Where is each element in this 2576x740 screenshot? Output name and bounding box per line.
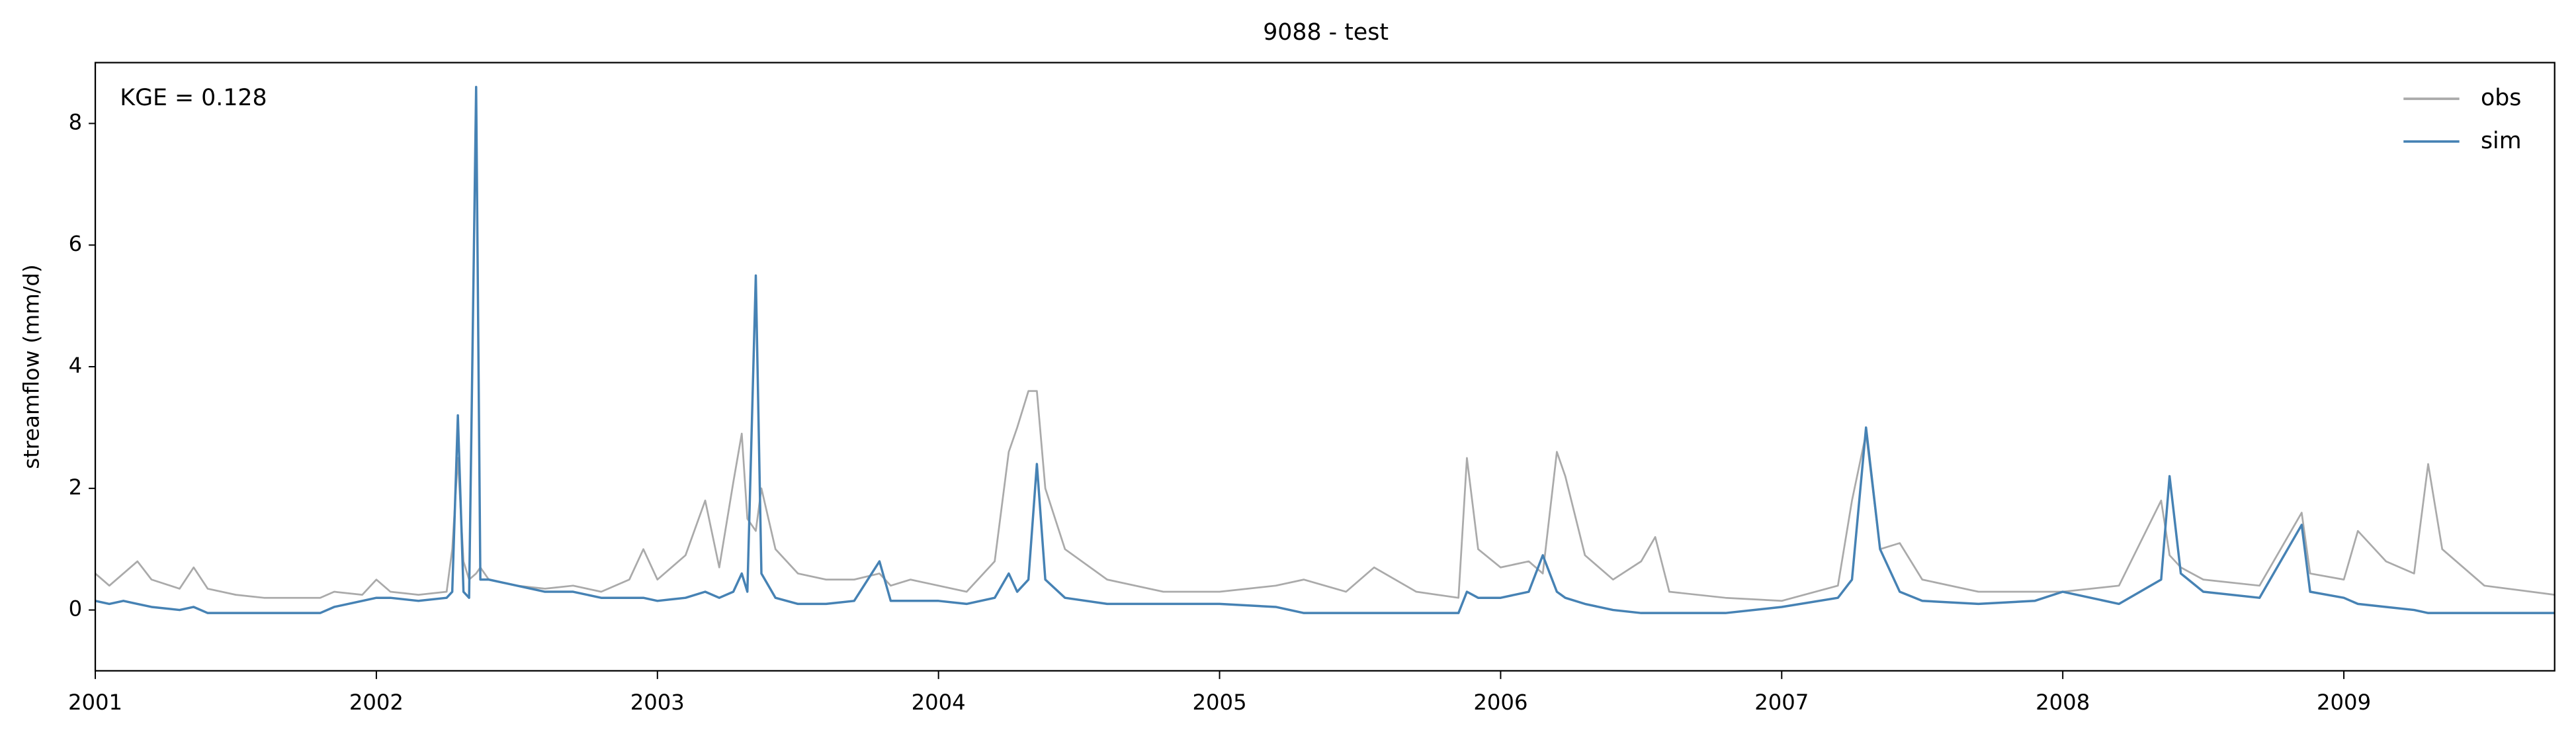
y-tick-label: 0	[69, 596, 83, 622]
chart-title: 9088 - test	[1263, 19, 1389, 46]
y-tick-label: 4	[69, 353, 83, 378]
x-tick-label: 2002	[349, 690, 404, 715]
x-tick-label: 2007	[1754, 690, 1809, 715]
series-line	[95, 390, 2555, 602]
x-tick-label: 2001	[68, 690, 122, 715]
y-tick-label: 2	[69, 475, 83, 500]
x-tick-label: 2006	[1473, 690, 1527, 715]
y-axis-label: streamflow (mm/d)	[19, 264, 44, 469]
y-tick-label: 8	[69, 109, 83, 134]
legend-label: sim	[2481, 128, 2522, 154]
x-tick-label: 2009	[2317, 690, 2371, 715]
plot-frame	[94, 62, 2555, 672]
annotation: KGE = 0.128	[120, 85, 267, 111]
x-tick-label: 2005	[1192, 690, 1246, 715]
legend-label: obs	[2481, 85, 2521, 111]
x-tick-label: 2008	[2036, 690, 2090, 715]
x-tick-label: 2003	[630, 690, 685, 715]
x-tick-label: 2004	[912, 690, 966, 715]
series-line	[95, 85, 2555, 614]
y-tick-label: 6	[69, 231, 83, 256]
